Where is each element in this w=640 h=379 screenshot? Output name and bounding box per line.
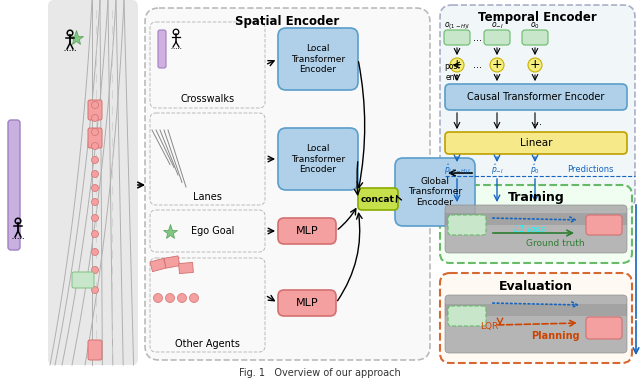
Polygon shape [179, 262, 193, 274]
FancyBboxPatch shape [8, 120, 20, 250]
Text: $o_{-I}$: $o_{-I}$ [491, 21, 503, 31]
Text: Other Agents: Other Agents [175, 339, 240, 349]
Text: Global
Transformer
Encoder: Global Transformer Encoder [408, 177, 462, 207]
Text: Training: Training [508, 191, 564, 205]
Text: MLP: MLP [296, 298, 318, 308]
FancyBboxPatch shape [586, 317, 622, 339]
FancyBboxPatch shape [158, 30, 166, 68]
Circle shape [92, 249, 99, 255]
Circle shape [189, 293, 198, 302]
FancyBboxPatch shape [445, 132, 627, 154]
Text: ...: ... [472, 33, 481, 43]
FancyBboxPatch shape [72, 272, 94, 288]
FancyBboxPatch shape [445, 84, 627, 110]
Circle shape [92, 199, 99, 205]
Text: Predictions: Predictions [567, 166, 614, 174]
FancyBboxPatch shape [278, 218, 336, 244]
Polygon shape [164, 256, 180, 268]
Text: LQR: LQR [480, 321, 498, 330]
FancyBboxPatch shape [445, 205, 627, 253]
FancyBboxPatch shape [445, 295, 627, 353]
Text: L1 loss: L1 loss [515, 224, 545, 233]
Circle shape [154, 293, 163, 302]
Circle shape [92, 171, 99, 177]
Text: $\hat{p}_{-I}$: $\hat{p}_{-I}$ [491, 163, 504, 177]
Circle shape [92, 128, 99, 136]
FancyBboxPatch shape [395, 158, 475, 226]
FancyBboxPatch shape [445, 213, 627, 225]
FancyBboxPatch shape [358, 188, 398, 210]
Text: Local
Transformer
Encoder: Local Transformer Encoder [291, 144, 345, 174]
Text: Planning: Planning [531, 331, 579, 341]
FancyBboxPatch shape [278, 128, 358, 190]
Text: ...: ... [472, 60, 481, 70]
Text: Spatial Encoder: Spatial Encoder [236, 14, 340, 28]
Text: $o_0$: $o_0$ [530, 21, 540, 31]
Text: Ego Goal: Ego Goal [191, 226, 234, 236]
Circle shape [92, 157, 99, 163]
FancyBboxPatch shape [48, 0, 138, 365]
FancyBboxPatch shape [88, 100, 102, 120]
Text: Crosswalks: Crosswalks [180, 94, 235, 104]
Text: Fig. 1   Overview of our approach: Fig. 1 Overview of our approach [239, 368, 401, 378]
Circle shape [92, 185, 99, 191]
FancyBboxPatch shape [522, 30, 548, 45]
Text: Evaluation: Evaluation [499, 279, 573, 293]
Text: MLP: MLP [296, 226, 318, 236]
FancyBboxPatch shape [278, 290, 336, 316]
Text: $\hat{p}_{(1-H)I}$: $\hat{p}_{(1-H)I}$ [444, 162, 470, 178]
Circle shape [450, 58, 464, 72]
FancyBboxPatch shape [0, 0, 135, 365]
Circle shape [92, 114, 99, 122]
FancyBboxPatch shape [448, 306, 486, 326]
FancyBboxPatch shape [278, 28, 358, 90]
Circle shape [92, 230, 99, 238]
FancyBboxPatch shape [448, 215, 486, 235]
Text: +: + [492, 58, 502, 72]
Text: $\hat{p}_0$: $\hat{p}_0$ [530, 163, 540, 177]
Text: Temporal Encoder: Temporal Encoder [478, 11, 597, 23]
FancyBboxPatch shape [484, 30, 510, 45]
FancyBboxPatch shape [440, 185, 632, 263]
Circle shape [92, 215, 99, 221]
Text: Ground truth: Ground truth [525, 238, 584, 247]
FancyBboxPatch shape [440, 5, 635, 210]
Circle shape [92, 102, 99, 108]
FancyBboxPatch shape [444, 30, 470, 45]
FancyBboxPatch shape [88, 340, 102, 360]
Text: ...: ... [533, 117, 542, 127]
Text: pos.
enc: pos. enc [444, 62, 460, 82]
Polygon shape [150, 258, 166, 272]
Circle shape [92, 143, 99, 149]
Text: concat: concat [361, 194, 395, 204]
Text: Linear: Linear [520, 138, 552, 148]
Circle shape [166, 293, 175, 302]
FancyBboxPatch shape [440, 273, 632, 363]
FancyBboxPatch shape [145, 8, 430, 360]
Circle shape [528, 58, 542, 72]
Text: Causal Transformer Encoder: Causal Transformer Encoder [467, 92, 605, 102]
Text: Lanes: Lanes [193, 192, 222, 202]
Circle shape [92, 266, 99, 274]
FancyBboxPatch shape [88, 128, 102, 148]
Text: +: + [452, 58, 462, 72]
FancyBboxPatch shape [586, 215, 622, 235]
Circle shape [177, 293, 186, 302]
Text: Local
Transformer
Encoder: Local Transformer Encoder [291, 44, 345, 74]
Text: +: + [530, 58, 540, 72]
Text: $o_{(1-H)I}$: $o_{(1-H)I}$ [444, 20, 470, 32]
Circle shape [490, 58, 504, 72]
FancyBboxPatch shape [445, 304, 627, 316]
Circle shape [92, 287, 99, 293]
